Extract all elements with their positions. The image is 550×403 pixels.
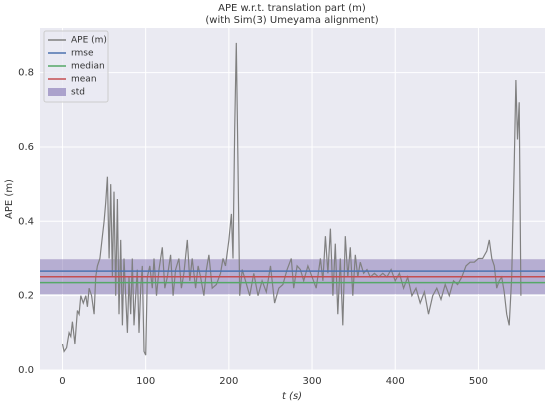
x-tick-label: 500 [469, 376, 488, 387]
x-tick-label: 400 [386, 376, 405, 387]
chart-subtitle: (with Sim(3) Umeyama alignment) [205, 15, 378, 26]
y-axis-label: APE (m) [4, 179, 15, 219]
legend-label: median [71, 62, 105, 72]
y-tick-label: 0.2 [18, 291, 34, 302]
legend: APE (m) rmse median mean std [43, 30, 109, 103]
x-tick-label: 0 [59, 376, 65, 387]
y-tick-label: 0.6 [18, 142, 34, 153]
x-tick-label: 300 [303, 376, 322, 387]
plot-background [40, 28, 545, 370]
x-tick-label: 100 [136, 376, 155, 387]
y-tick-label: 0.0 [18, 365, 34, 376]
legend-label: APE (m) [71, 36, 107, 46]
x-tick-label: 200 [219, 376, 238, 387]
legend-box [43, 30, 109, 103]
legend-label: mean [71, 75, 97, 85]
y-tick-label: 0.4 [18, 216, 34, 227]
x-axis-label: t (s) [282, 391, 302, 402]
y-tick-label: 0.8 [18, 68, 34, 79]
ape-line [61, 42, 522, 356]
legend-swatch [48, 88, 66, 96]
legend-label: rmse [71, 49, 94, 59]
chart-title: APE w.r.t. translation part (m) [218, 3, 366, 14]
legend-label: std [71, 88, 85, 98]
